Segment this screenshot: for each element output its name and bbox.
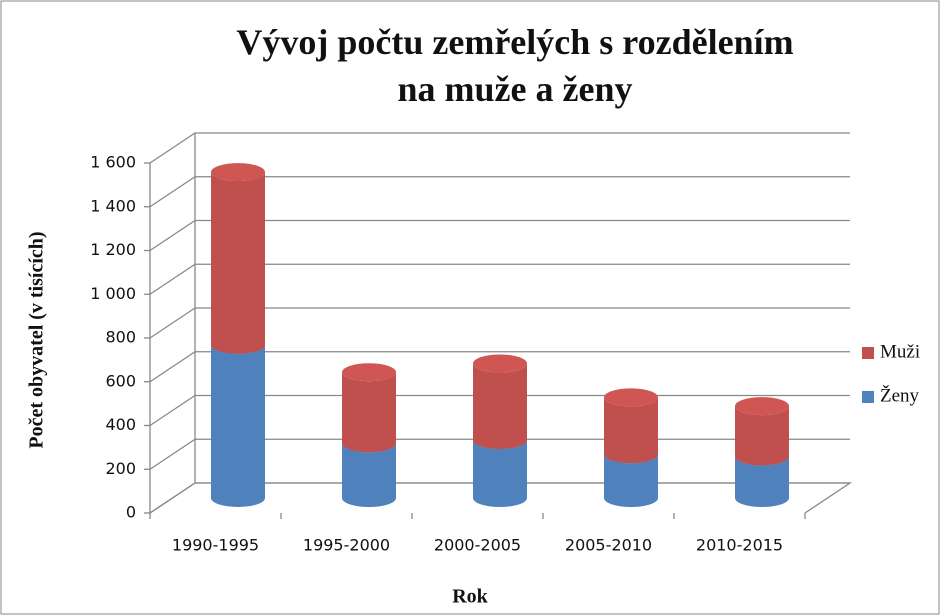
y-tick-label: 1 200 <box>90 240 136 259</box>
grid-line <box>149 263 850 295</box>
x-tick-label: 2005-2010 <box>565 536 652 555</box>
title-line: na muže a ženy <box>398 69 633 109</box>
legend-label: Muži <box>880 341 920 362</box>
bar-segment <box>604 454 658 507</box>
grid: 0 200 400 600 800 1 000 1 200 1 400 1 600 1990-19… <box>90 132 853 555</box>
grid-line <box>149 307 850 339</box>
legend-swatch <box>862 347 874 359</box>
bar-segment <box>342 372 396 453</box>
grid-line <box>149 176 850 208</box>
bar-cap <box>473 354 527 373</box>
chart-title: Vývoj počtu zemřelých s rozdělením <box>236 22 793 62</box>
y-tick-label: 1 400 <box>90 196 136 215</box>
x-tick-label: 1995-2000 <box>303 536 390 555</box>
bar-cap <box>735 397 789 416</box>
x-tick-label: 1990-1995 <box>172 536 259 555</box>
bar-cap <box>211 163 265 182</box>
y-axis-label: Počet obyvatel (v tisících) <box>26 231 48 448</box>
y-tick-label: 800 <box>105 328 136 347</box>
bar-cap <box>342 363 396 382</box>
grid-line <box>149 219 850 252</box>
grid-line <box>149 351 850 383</box>
bar-segment <box>211 172 265 354</box>
bar-segment <box>473 440 527 507</box>
grid-line <box>149 132 850 164</box>
bar-segment <box>342 443 396 507</box>
x-axis-label: Rok <box>452 586 488 608</box>
bar-segment <box>604 397 658 464</box>
bar-segment <box>735 456 789 507</box>
x-tick-label: 2010-2015 <box>696 536 783 555</box>
y-tick-label: 600 <box>105 371 136 390</box>
y-tick-label: 1 000 <box>90 284 136 303</box>
y-tick-label: 0 <box>126 503 136 522</box>
y-tick-label: 200 <box>105 459 136 478</box>
bar-cap <box>604 388 658 407</box>
y-tick-label: 1 600 <box>90 153 136 172</box>
bar-segment <box>211 344 265 507</box>
legend-label: Ženy <box>880 384 920 406</box>
chart-title: na muže a ženy <box>398 69 633 109</box>
title-line: Vývoj počtu zemřelých s rozdělením <box>236 22 793 62</box>
x-tick-label: 2000-2005 <box>434 536 521 555</box>
bar-segment <box>473 363 527 450</box>
bar-segment <box>735 406 789 466</box>
legend-swatch <box>862 391 874 403</box>
y-tick-label: 400 <box>105 415 136 434</box>
plot <box>211 163 789 507</box>
